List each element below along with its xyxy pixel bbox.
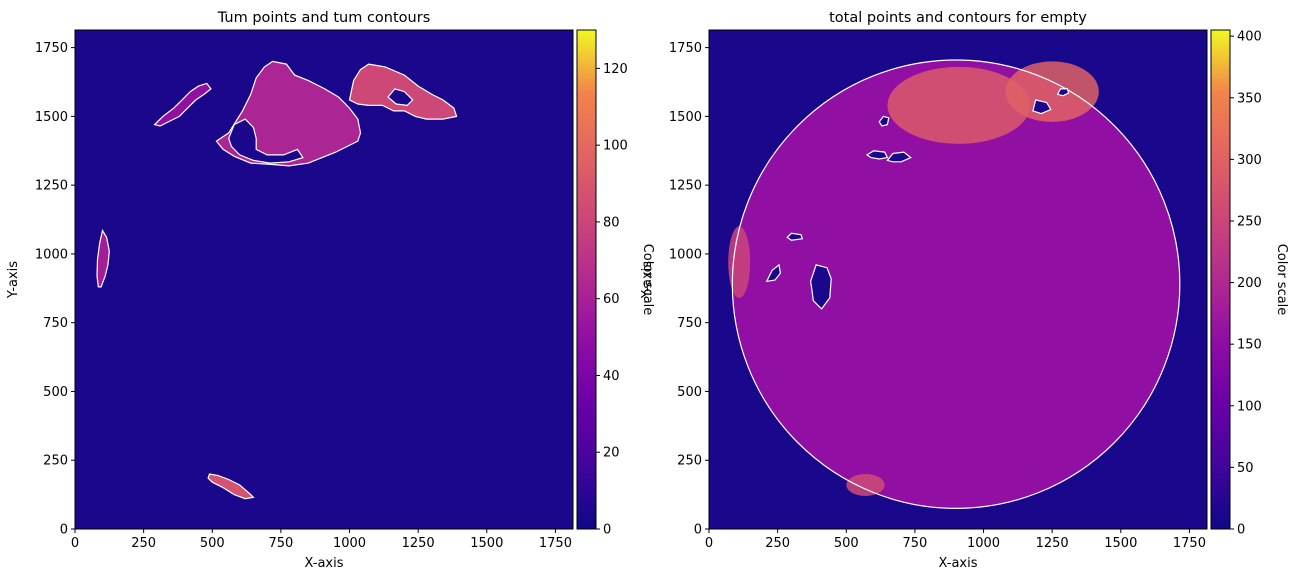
colorbar-tick-label: 100 <box>603 139 628 154</box>
y-tick-label: 1500 <box>35 110 68 125</box>
x-tick-label: 1000 <box>333 536 366 551</box>
empty-c <box>878 115 890 127</box>
colorbar-tick-label: 200 <box>1237 276 1262 291</box>
y-tick-label: 0 <box>60 523 68 538</box>
y-tick-label: 1250 <box>35 179 68 194</box>
colorbar <box>1210 29 1231 530</box>
colorbar <box>576 29 597 530</box>
disk-contour <box>731 59 1181 509</box>
y-tick-label: 750 <box>677 316 702 331</box>
y-tick-label: 1500 <box>669 110 702 125</box>
x-tick-label: 1500 <box>1104 536 1137 551</box>
hot-top-center <box>887 66 1031 144</box>
x-tick-label: 1500 <box>470 536 503 551</box>
colorbar-tick-label: 400 <box>1237 30 1262 45</box>
left-heatmap-panel: 0 250 500 750 1000 1250 1500 175002505007501000… <box>6 10 655 571</box>
plot-area <box>709 30 1207 529</box>
y-tick-label: 1750 <box>669 41 702 56</box>
hole-top-center <box>228 118 304 164</box>
hot-left-edge <box>728 226 751 298</box>
x-tick-label: 250 <box>131 536 156 551</box>
y-tick-label: 750 <box>43 316 68 331</box>
right-heatmap-panel: 0 250 500 750 1000 1250 1500 175002505007501000… <box>640 10 1289 571</box>
empty-e <box>765 263 782 283</box>
colorbar-tick-label: 100 <box>1237 399 1262 414</box>
colorbar-tick-label: 150 <box>1237 338 1262 353</box>
y-tick-label: 1000 <box>35 247 68 262</box>
colorbar-tick-label: 120 <box>603 62 628 77</box>
x-tick-label: 0 <box>71 536 79 551</box>
colorbar-tick-label: 20 <box>603 446 620 461</box>
tumor-bottom <box>207 473 255 500</box>
tumor-left-edge <box>96 228 110 288</box>
colorbar-tick-label: 350 <box>1237 91 1262 106</box>
y-tick-label: 1750 <box>35 41 68 56</box>
hole-top-right <box>387 88 414 107</box>
y-tick-label: 1250 <box>669 179 702 194</box>
y-tick-label: 0 <box>694 523 702 538</box>
x-axis-label: X-axis <box>305 556 344 571</box>
empty-f <box>809 264 832 310</box>
x-tick-label: 500 <box>200 536 225 551</box>
x-tick-label: 0 <box>705 536 713 551</box>
colorbar-tick-label: 80 <box>603 215 620 230</box>
y-tick-label: 500 <box>677 385 702 400</box>
y-tick-label: 250 <box>43 454 68 469</box>
hot-bottom-left <box>846 473 885 496</box>
colorbar-tick-label: 40 <box>603 369 620 384</box>
colorbar-tick-label: 50 <box>1237 461 1254 476</box>
y-axis-label: Y-axis <box>6 261 21 299</box>
y-axis-label: Y-axis <box>640 261 655 299</box>
empty-h <box>1056 88 1070 97</box>
colorbar-label: Color scale <box>640 244 655 316</box>
colorbar-tick-label: 250 <box>1237 214 1262 229</box>
x-tick-label: 1250 <box>402 536 435 551</box>
colorbar-label: Color scale <box>1274 244 1289 316</box>
hot-top-right <box>1005 61 1099 122</box>
colorbar-tick-label: 60 <box>603 292 620 307</box>
axes-frame <box>74 29 574 530</box>
colorbar-tick-label: 0 <box>603 523 611 538</box>
axes-frame <box>708 29 1208 530</box>
tumor-top-left-streak <box>153 82 212 127</box>
x-axis-label: X-axis <box>939 556 978 571</box>
tissue-disk <box>732 59 1180 509</box>
x-tick-label: 1750 <box>539 536 572 551</box>
x-tick-label: 750 <box>268 536 293 551</box>
y-tick-label: 250 <box>677 454 702 469</box>
empty-a <box>865 150 889 160</box>
chart-title: total points and contours for empty <box>829 10 1087 26</box>
x-tick-label: 1750 <box>1173 536 1206 551</box>
y-tick-label: 500 <box>43 385 68 400</box>
colorbar-tick-label: 0 <box>1237 523 1245 538</box>
y-tick-label: 1000 <box>669 247 702 262</box>
x-tick-label: 250 <box>765 536 790 551</box>
x-tick-label: 1000 <box>967 536 1000 551</box>
chart-title: Tum points and tum contours <box>217 10 431 26</box>
colorbar-tick-label: 300 <box>1237 153 1262 168</box>
plot-area <box>75 30 573 529</box>
x-tick-label: 500 <box>834 536 859 551</box>
x-tick-label: 1250 <box>1036 536 1069 551</box>
empty-b <box>886 151 912 163</box>
x-tick-label: 750 <box>902 536 927 551</box>
empty-d <box>786 232 804 241</box>
empty-g <box>1032 99 1052 115</box>
